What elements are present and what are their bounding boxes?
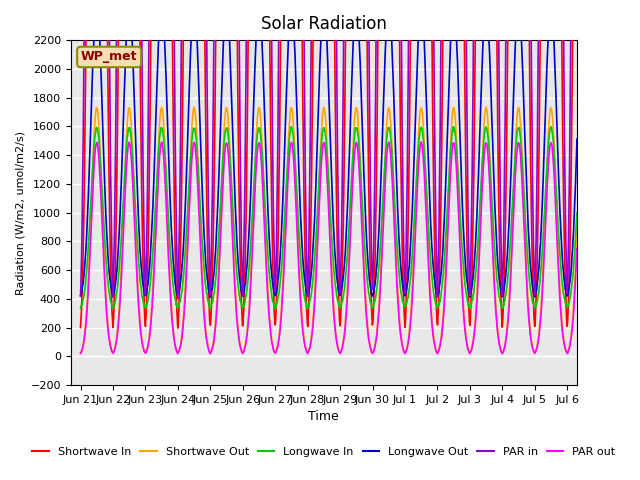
Y-axis label: Radiation (W/m2, umol/m2/s): Radiation (W/m2, umol/m2/s)	[15, 131, 25, 295]
Legend: Shortwave In, Shortwave Out, Longwave In, Longwave Out, PAR in, PAR out: Shortwave In, Shortwave Out, Longwave In…	[28, 443, 620, 461]
X-axis label: Time: Time	[308, 410, 339, 423]
Title: Solar Radiation: Solar Radiation	[261, 15, 387, 33]
Text: WP_met: WP_met	[81, 50, 138, 63]
